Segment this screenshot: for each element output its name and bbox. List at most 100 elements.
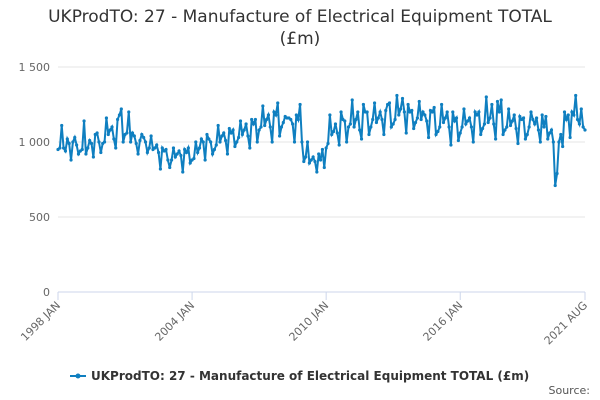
data-point [332, 129, 336, 134]
data-point [540, 113, 544, 117]
data-point [305, 140, 310, 144]
data-point [197, 146, 202, 150]
data-point [337, 143, 341, 147]
data-point [317, 152, 321, 156]
data-point [84, 152, 88, 156]
data-point [529, 110, 533, 114]
data-point [86, 146, 90, 150]
data-point [246, 134, 250, 138]
data-point [231, 128, 235, 132]
data-point [369, 125, 373, 129]
data-point [196, 150, 200, 155]
data-point [527, 125, 531, 129]
data-point [467, 116, 472, 120]
data-point [568, 135, 572, 140]
data-point [574, 93, 578, 98]
data-point [546, 137, 550, 141]
data-point [382, 132, 386, 137]
data-point [140, 132, 144, 137]
data-point [115, 117, 120, 122]
data-point [581, 125, 585, 129]
data-point [441, 120, 446, 125]
data-point [270, 140, 274, 144]
data-point [58, 146, 62, 150]
data-point [171, 146, 176, 150]
data-point [542, 125, 546, 129]
data-point [119, 107, 123, 111]
data-point [259, 125, 263, 129]
data-point [480, 126, 485, 131]
data-point [324, 146, 328, 150]
data-point [374, 120, 379, 125]
data-point [318, 158, 323, 162]
data-line [57, 95, 586, 186]
data-point [97, 140, 101, 144]
data-point [399, 107, 403, 111]
data-point [378, 110, 382, 114]
data-point [255, 140, 259, 144]
data-point [209, 140, 213, 144]
data-point [449, 143, 453, 147]
data-point [330, 132, 334, 137]
data-point [451, 110, 455, 114]
data-point [300, 140, 304, 144]
data-point [393, 117, 397, 122]
data-point [147, 146, 151, 150]
data-point [112, 137, 116, 141]
data-point [475, 113, 479, 117]
data-point [264, 117, 269, 122]
data-point [238, 119, 243, 123]
data-point [477, 110, 481, 114]
data-point [494, 137, 498, 141]
data-point [203, 158, 207, 162]
data-point [417, 99, 421, 104]
data-point [454, 116, 459, 120]
data-point [251, 122, 256, 126]
data-point [389, 125, 393, 129]
data-point [326, 141, 330, 146]
data-point [61, 146, 66, 150]
data-point [88, 138, 92, 143]
data-point [188, 161, 192, 165]
data-point [192, 156, 196, 161]
data-point [361, 102, 365, 107]
data-point [304, 155, 308, 159]
data-point [503, 128, 507, 132]
data-point [559, 132, 563, 137]
data-point [436, 129, 440, 134]
data-point [82, 119, 86, 123]
data-point [397, 113, 401, 117]
data-point [242, 128, 246, 132]
data-point [372, 101, 377, 105]
data-point [169, 158, 174, 162]
data-point [553, 183, 557, 188]
data-point [227, 126, 231, 131]
data-point [328, 113, 332, 117]
data-point [248, 146, 252, 150]
data-point [469, 125, 474, 129]
data-point [501, 132, 505, 137]
data-point [557, 140, 561, 144]
data-point [354, 117, 358, 122]
data-point [562, 110, 567, 114]
data-point [486, 120, 490, 125]
x-tick-label: 2021 AUG [542, 299, 591, 348]
data-point [184, 150, 189, 155]
data-point [102, 140, 107, 144]
data-point [89, 141, 94, 146]
data-point [523, 137, 528, 141]
data-point [142, 135, 146, 140]
y-tick-label: 0 [43, 286, 50, 299]
data-point [579, 107, 583, 111]
data-point [495, 99, 500, 104]
data-point [438, 125, 442, 129]
data-point [302, 159, 306, 164]
data-point [447, 125, 451, 129]
data-point [533, 122, 537, 126]
data-point [149, 134, 153, 138]
data-point [207, 137, 211, 141]
data-point [225, 152, 230, 156]
data-point [350, 98, 354, 102]
data-point [525, 132, 529, 137]
